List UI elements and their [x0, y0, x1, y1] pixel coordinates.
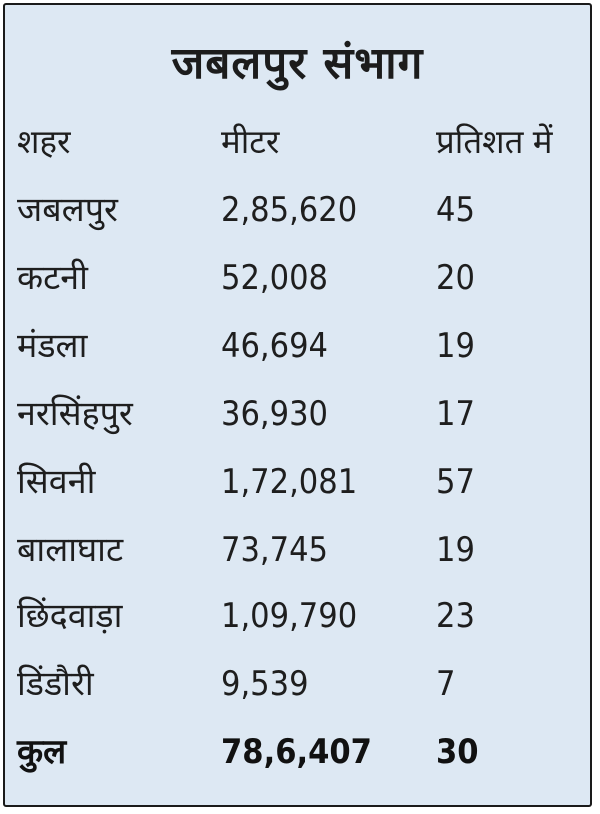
table-row: सिवनी 1,72,081 57	[5, 453, 590, 511]
percent-cell: 45	[436, 190, 475, 230]
meters-cell: 52,008	[221, 258, 328, 298]
meters-cell: 73,745	[221, 530, 328, 570]
city-cell: डिंडौरी	[17, 664, 94, 704]
percent-cell: 19	[436, 326, 475, 366]
total-percent: 30	[436, 732, 479, 772]
total-row: कुल 78,6,407 30	[5, 723, 590, 781]
percent-cell: 23	[436, 596, 475, 636]
percent-cell: 19	[436, 530, 475, 570]
city-cell: छिंदवाड़ा	[17, 596, 123, 636]
meters-cell: 46,694	[221, 326, 328, 366]
total-label: कुल	[17, 732, 67, 772]
table-row: नरसिंहपुर 36,930 17	[5, 385, 590, 443]
column-header-city: शहर	[17, 122, 71, 161]
percent-cell: 57	[436, 462, 475, 502]
column-header-meters: मीटर	[221, 122, 280, 161]
table-title: जबलपुर संभाग	[171, 38, 424, 89]
column-header-percent: प्रतिशत में	[436, 122, 553, 161]
table-row: मंडला 46,694 19	[5, 317, 590, 375]
city-cell: कटनी	[17, 258, 88, 298]
city-cell: बालाघाट	[17, 530, 124, 570]
meters-cell: 1,72,081	[221, 462, 358, 502]
city-cell: जबलपुर	[17, 190, 118, 230]
city-cell: सिवनी	[17, 462, 96, 502]
table-row: जबलपुर 2,85,620 45	[5, 181, 590, 239]
table-row: बालाघाट 73,745 19	[5, 521, 590, 579]
meters-cell: 1,09,790	[221, 596, 358, 636]
table-row: छिंदवाड़ा 1,09,790 23	[5, 587, 590, 645]
table-card: जबलपुर संभाग शहर मीटर प्रतिशत में जबलपुर…	[3, 3, 592, 807]
meters-cell: 2,85,620	[221, 190, 358, 230]
city-cell: नरसिंहपुर	[17, 394, 133, 434]
city-cell: मंडला	[17, 326, 88, 366]
percent-cell: 7	[436, 664, 456, 704]
percent-cell: 20	[436, 258, 475, 298]
table-row: कटनी 52,008 20	[5, 249, 590, 307]
meters-cell: 9,539	[221, 664, 309, 704]
table-row: डिंडौरी 9,539 7	[5, 655, 590, 713]
percent-cell: 17	[436, 394, 475, 434]
header-row: शहर मीटर प्रतिशत में	[5, 113, 590, 171]
total-meters: 78,6,407	[221, 732, 372, 772]
meters-cell: 36,930	[221, 394, 328, 434]
